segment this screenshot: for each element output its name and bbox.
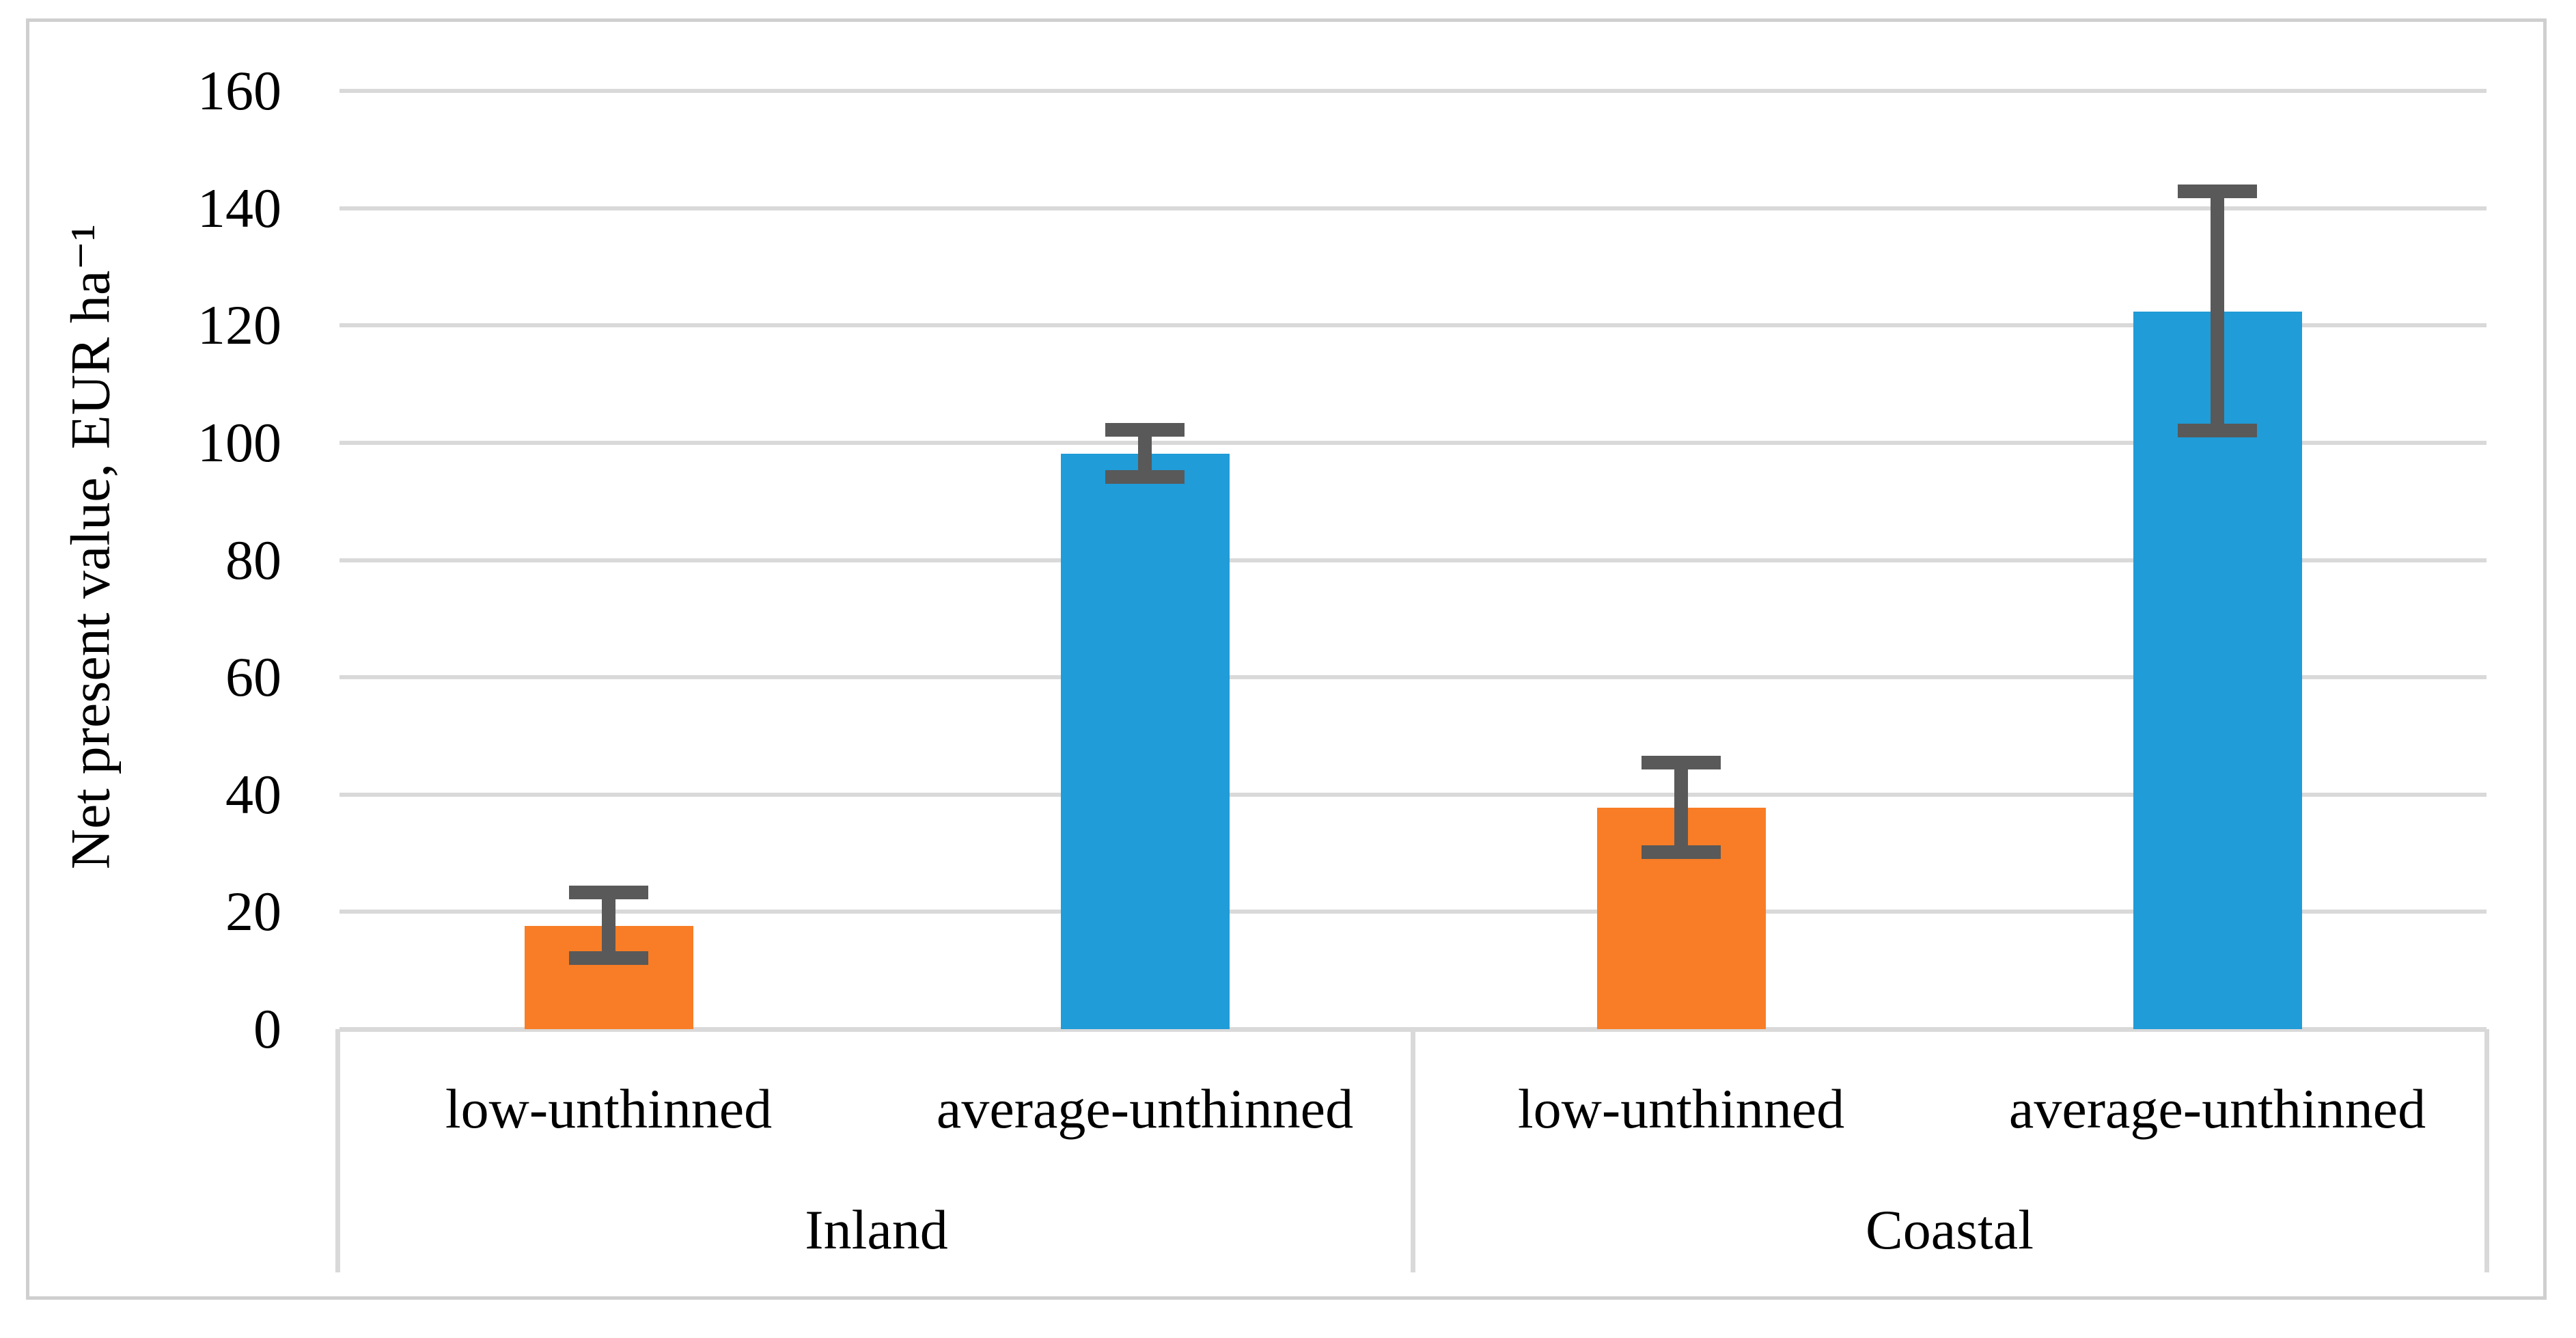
group-label-inland: Inland bbox=[805, 1199, 948, 1261]
category-label-inland-low-unthinned: low-unthinned bbox=[445, 1078, 773, 1140]
group-label-coastal: Coastal bbox=[1866, 1199, 2034, 1261]
error-bar-cap-top-coastal-average-unthinned bbox=[2178, 184, 2257, 198]
error-bar-line-inland-average-unthinned bbox=[1138, 429, 1152, 477]
category-label-coastal-average-unthinned: average-unthinned bbox=[2008, 1078, 2426, 1140]
error-bar-cap-bottom-inland-low-unthinned bbox=[569, 951, 648, 966]
gridline-20 bbox=[340, 910, 2487, 914]
gridline-120 bbox=[340, 323, 2487, 328]
category-label-inland-average-unthinned: average-unthinned bbox=[936, 1078, 1354, 1140]
y-tick-label-80: 80 bbox=[225, 528, 281, 591]
y-tick-label-140: 140 bbox=[197, 176, 281, 239]
category-separator-2 bbox=[2484, 1029, 2489, 1272]
category-separator-1 bbox=[1411, 1029, 1415, 1272]
gridline-80 bbox=[340, 558, 2487, 562]
error-bar-line-coastal-low-unthinned bbox=[1674, 762, 1688, 852]
error-bar-cap-bottom-coastal-average-unthinned bbox=[2178, 423, 2257, 437]
category-label-coastal-low-unthinned: low-unthinned bbox=[1517, 1078, 1845, 1140]
error-bar-cap-top-inland-low-unthinned bbox=[569, 886, 648, 900]
gridline-40 bbox=[340, 792, 2487, 797]
y-tick-label-120: 120 bbox=[197, 294, 281, 357]
error-bar-cap-top-coastal-low-unthinned bbox=[1642, 755, 1721, 769]
category-separator-0 bbox=[335, 1029, 340, 1272]
gridline-160 bbox=[340, 89, 2487, 93]
gridline-100 bbox=[340, 440, 2487, 445]
bar-inland-average-unthinned bbox=[1060, 454, 1230, 1029]
gridline-140 bbox=[340, 206, 2487, 210]
y-tick-label-160: 160 bbox=[197, 59, 281, 122]
y-tick-label-100: 100 bbox=[197, 411, 281, 474]
y-tick-label-40: 40 bbox=[225, 763, 281, 825]
error-bar-cap-top-inland-average-unthinned bbox=[1105, 422, 1185, 437]
error-bar-cap-bottom-inland-average-unthinned bbox=[1105, 469, 1185, 484]
gridline-60 bbox=[340, 675, 2487, 680]
y-tick-label-60: 60 bbox=[225, 646, 281, 709]
error-bar-cap-bottom-coastal-low-unthinned bbox=[1642, 845, 1721, 859]
error-bar-line-inland-low-unthinned bbox=[602, 892, 615, 959]
chart-outer-frame bbox=[26, 18, 2547, 1300]
y-tick-label-0: 0 bbox=[253, 998, 281, 1060]
y-tick-label-20: 20 bbox=[225, 880, 281, 943]
error-bar-line-coastal-average-unthinned bbox=[2211, 191, 2224, 431]
